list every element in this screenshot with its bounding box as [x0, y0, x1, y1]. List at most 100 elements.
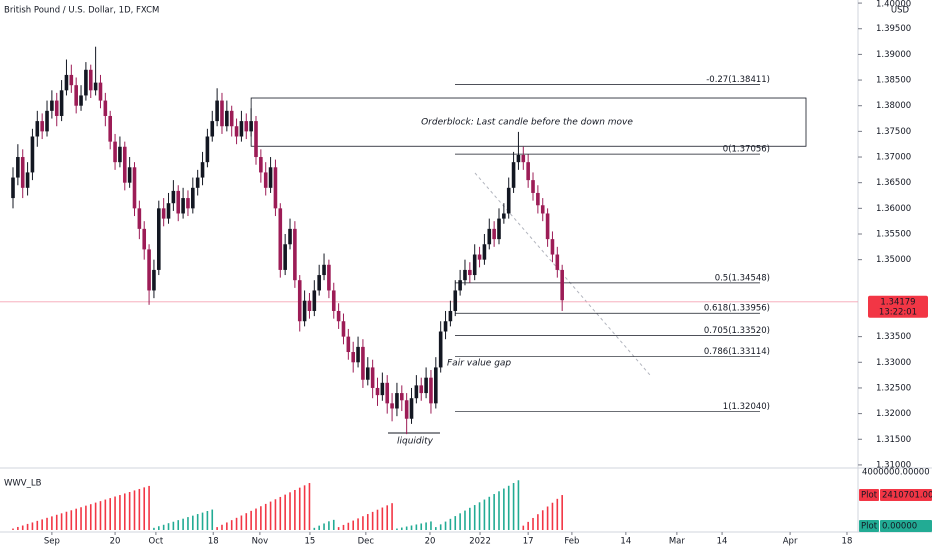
volume-bar [250, 510, 252, 530]
candle-body [127, 167, 132, 183]
volume-bar [532, 517, 534, 530]
volume-bar [274, 499, 277, 530]
candle-body [74, 85, 78, 106]
candle-body [132, 167, 137, 209]
volume-bar [153, 527, 155, 530]
volume-bar [65, 511, 68, 530]
candle-body [191, 187, 195, 209]
volume-bar [85, 505, 87, 530]
volume-bar [444, 521, 447, 530]
candle-body [463, 269, 467, 281]
candle-body [550, 239, 555, 255]
candle-body [516, 154, 521, 163]
candle-body [156, 208, 161, 270]
volume-bar [36, 520, 39, 530]
candle-body [361, 346, 365, 380]
x-tick-label: 17 [523, 537, 534, 547]
volume-bar [162, 524, 165, 530]
volume-bar [541, 510, 544, 530]
volume-bar [133, 490, 136, 530]
candle-body [93, 82, 98, 91]
x-tick-label: Oct [149, 537, 164, 547]
candle-body [69, 74, 74, 86]
candle-body [166, 203, 171, 219]
volume-bar [109, 498, 111, 530]
volume-bar [493, 494, 495, 530]
candle-body [103, 100, 108, 116]
last-price-box [868, 295, 928, 318]
candle-body [79, 95, 83, 106]
volume-bar [31, 522, 34, 530]
candle-body [205, 136, 210, 163]
candle-body [312, 290, 317, 311]
x-tick-label: Nov [252, 537, 269, 547]
candle-body [448, 310, 453, 322]
volume-bar [551, 502, 554, 530]
candle-body [84, 69, 88, 96]
fib-label: 0.618(1.33956) [704, 304, 770, 314]
volume-bar [362, 516, 364, 530]
candle-body [64, 74, 69, 91]
chart-title: British Pound / U.S. Dollar, 1D, FXCM [4, 6, 159, 16]
volume-bar [226, 522, 228, 530]
volume-bar [245, 513, 248, 530]
volume-bar [313, 527, 316, 530]
volume-bar [303, 485, 306, 530]
volume-bar [89, 504, 92, 530]
volume-bar [46, 517, 48, 530]
volume-bar [192, 515, 194, 530]
x-tick-label: Mar [669, 537, 686, 547]
y-tick-label: 1.36000 [876, 204, 911, 214]
y-tick-label: 1.33500 [876, 332, 911, 342]
volume-bar [55, 514, 58, 530]
volume-bar [503, 488, 505, 530]
candle-body [526, 162, 530, 181]
y-tick-label: 1.38000 [876, 101, 911, 111]
y-tick-label: 1.35000 [876, 255, 911, 265]
candle-body [506, 187, 511, 214]
volume-bar [201, 512, 204, 530]
candle-body [50, 100, 54, 111]
volume-bar [561, 495, 563, 530]
candle-body [497, 218, 501, 240]
x-tick-label: 14 [620, 537, 631, 547]
y-tick-label: 1.37500 [876, 127, 911, 137]
candle-body [492, 228, 496, 240]
volume-bar [211, 509, 214, 530]
candle-body [20, 157, 25, 188]
volume-bar [400, 527, 403, 530]
candle-body [404, 400, 409, 419]
candle-body [424, 377, 428, 394]
y-tick-label: 1.40000 [876, 0, 911, 10]
volume-bar [157, 526, 160, 530]
volume-bar [517, 480, 520, 530]
candle-body [225, 110, 229, 127]
volume-bar [556, 498, 559, 530]
volume-bar [119, 495, 121, 530]
candle-body [395, 393, 399, 409]
volume-bar [357, 518, 359, 530]
fib-label: 0(1.37056) [723, 145, 770, 155]
candle-body [399, 393, 404, 401]
candle-body [297, 280, 302, 322]
volume-bar [527, 521, 529, 530]
candle-body [181, 198, 185, 214]
candle-body [278, 208, 283, 270]
volume-bar [415, 524, 418, 530]
volume-bar [182, 518, 184, 530]
volume-bar [376, 509, 379, 530]
orderblock-label: Orderblock: Last candle before the down … [421, 118, 633, 128]
volume-bar [51, 516, 53, 530]
candle-body [540, 205, 545, 214]
volume-bar [279, 496, 282, 530]
candle-body [11, 177, 15, 199]
volume-bar [148, 485, 150, 530]
candle-body [453, 290, 458, 311]
volume-bar [99, 501, 102, 530]
candle-body [186, 198, 190, 209]
volume-bar [60, 513, 63, 530]
volume-bar [488, 496, 491, 530]
volume-bar [221, 524, 223, 530]
volume-bar [439, 524, 442, 530]
